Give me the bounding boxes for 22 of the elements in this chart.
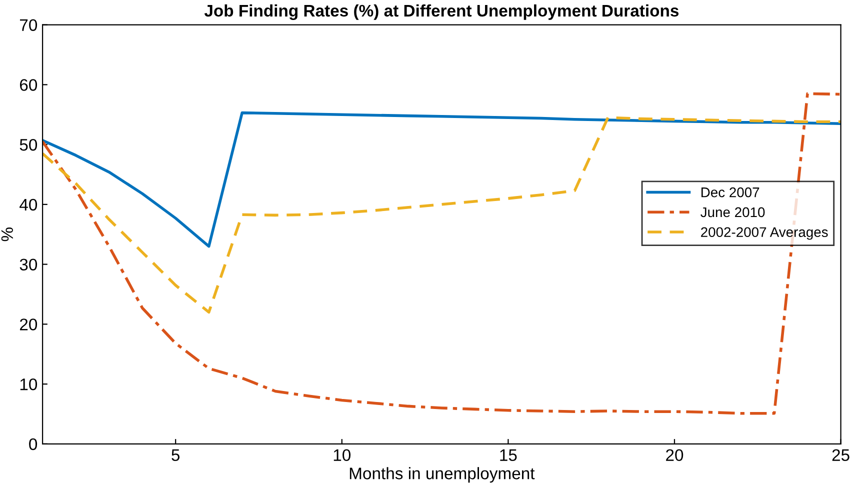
x-axis-title: Months in unemployment [350, 467, 535, 483]
y-tick-label: 20 [20, 318, 38, 330]
y-tick-label: 50 [20, 138, 38, 151]
legend-label: June 2010 [700, 207, 765, 218]
y-tick-label: 40 [20, 198, 38, 211]
legend-label: 2002-2007 Averages [701, 227, 828, 240]
legend-label: Dec 2007 [701, 187, 760, 198]
chart-title: Job Finding Rates (%) at Different Unemployment Durations [204, 4, 679, 20]
x-tick-label: 5 [172, 449, 180, 462]
y-tick-label: 0 [29, 438, 38, 450]
line-series [42, 111, 841, 248]
line-series [42, 92, 841, 415]
y-tick-label: 60 [20, 79, 38, 91]
x-tick-label: 10 [334, 449, 351, 462]
x-tick-label: 25 [832, 449, 850, 462]
x-tick-label: 15 [500, 449, 517, 462]
x-tick-label: 20 [666, 449, 684, 462]
y-tick-label: 10 [20, 378, 38, 390]
line-series [42, 116, 841, 314]
y-axis-title: % [1, 228, 14, 242]
y-tick-label: 70 [20, 19, 38, 32]
y-tick-label: 30 [20, 258, 38, 270]
